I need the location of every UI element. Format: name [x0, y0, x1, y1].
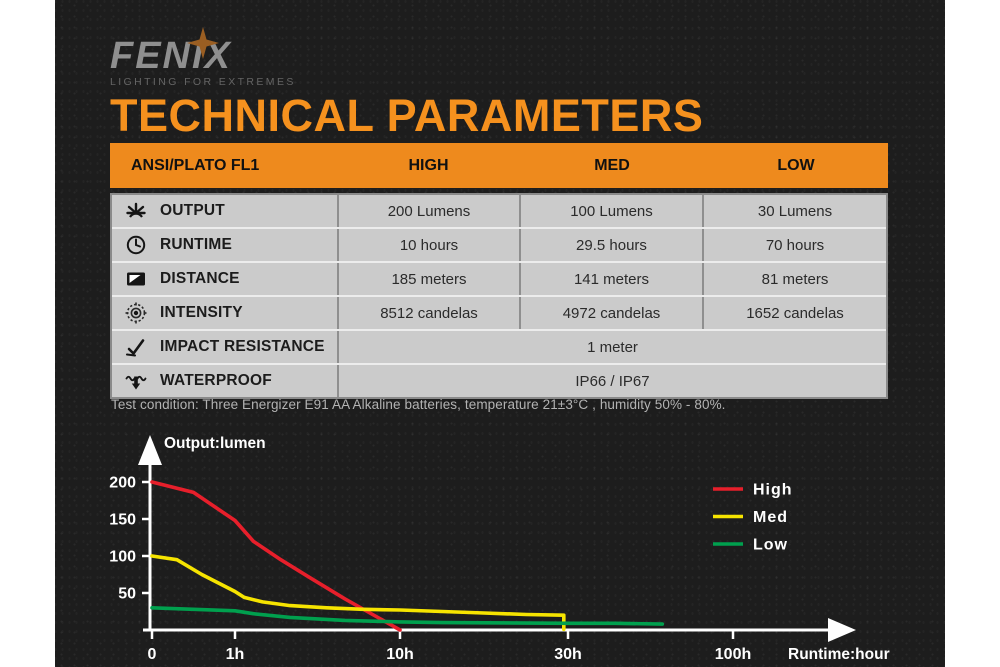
- impact-resistance-value: 1 meter: [337, 331, 886, 363]
- distance-med: 141 meters: [519, 263, 702, 295]
- output-low: 30 Lumens: [702, 195, 886, 227]
- x-axis-arrow-icon: [828, 618, 856, 642]
- parameters-table: ANSI/PLATO FL1 HIGH MED LOW OUTPUT: [110, 143, 888, 399]
- runtime-chart: 200 150 100 50 0 1h 10h 30h 100h Output:lumen Runt…: [109, 435, 890, 663]
- y-tick-label: 150: [109, 512, 136, 529]
- waterproof-value: IP66 / IP67: [337, 365, 886, 397]
- content-panel: FENIX LIGHTING FOR EXTREMES TECHNICAL PA…: [55, 0, 945, 667]
- table-row: DISTANCE 185 meters 141 meters 81 meters: [112, 261, 886, 295]
- brand-name: FENIX: [110, 35, 232, 77]
- runtime-low: 70 hours: [702, 229, 886, 261]
- waterproof-icon: [125, 375, 147, 390]
- x-tick-label: 30h: [554, 646, 582, 663]
- row-label: RUNTIME: [160, 236, 233, 253]
- x-tick-label: 1h: [226, 646, 245, 663]
- distance-low: 81 meters: [702, 263, 886, 295]
- row-label: IMPACT RESISTANCE: [160, 338, 325, 355]
- intensity-icon: [125, 302, 147, 324]
- logo-star-icon: [187, 27, 219, 59]
- series-high-line: [150, 480, 402, 632]
- runtime-high: 10 hours: [337, 229, 519, 261]
- header-low: LOW: [777, 156, 815, 174]
- intensity-low: 1652 candelas: [702, 297, 886, 329]
- table-body: OUTPUT 200 Lumens 100 Lumens 30 Lumens R…: [110, 193, 888, 399]
- legend-med-label: Med: [753, 509, 788, 526]
- header-high: HIGH: [408, 156, 449, 174]
- row-label: OUTPUT: [160, 202, 225, 219]
- table-row: INTENSITY 8512 candelas 4972 candelas 16…: [112, 295, 886, 329]
- x-tick-label: 100h: [715, 646, 751, 663]
- intensity-med: 4972 candelas: [519, 297, 702, 329]
- output-high: 200 Lumens: [337, 195, 519, 227]
- series-med-line: [150, 554, 566, 632]
- y-tick-label: 50: [118, 586, 136, 603]
- row-label: DISTANCE: [160, 270, 240, 287]
- output-med: 100 Lumens: [519, 195, 702, 227]
- legend-low-label: Low: [753, 537, 788, 554]
- table-row: OUTPUT 200 Lumens 100 Lumens 30 Lumens: [112, 195, 886, 227]
- series-low-line: [150, 606, 665, 626]
- runtime-icon: [126, 235, 146, 255]
- header-standard: ANSI/PLATO FL1: [131, 156, 260, 174]
- y-axis-title: Output:lumen: [164, 435, 266, 452]
- table-row: IMPACT RESISTANCE 1 meter: [112, 329, 886, 363]
- x-tick-label: 0: [148, 646, 157, 663]
- header-med: MED: [594, 156, 630, 174]
- legend-high-label: High: [753, 482, 793, 499]
- y-axis-arrow-icon: [138, 435, 162, 465]
- impact-icon: [126, 339, 145, 357]
- x-tick-label: 10h: [386, 646, 414, 663]
- fenix-logo: FENIX LIGHTING FOR EXTREMES: [110, 27, 330, 92]
- y-tick-label: 200: [109, 475, 136, 492]
- x-axis-title: Runtime:hour: [788, 646, 890, 663]
- row-label: WATERPROOF: [160, 372, 272, 389]
- intensity-high: 8512 candelas: [337, 297, 519, 329]
- output-icon: [126, 202, 146, 218]
- table-row: RUNTIME 10 hours 29.5 hours 70 hours: [112, 227, 886, 261]
- y-tick-label: 100: [109, 549, 136, 566]
- table-row: WATERPROOF IP66 / IP67: [112, 363, 886, 397]
- row-label: INTENSITY: [160, 304, 243, 321]
- distance-high: 185 meters: [337, 263, 519, 295]
- distance-icon: [127, 272, 145, 286]
- table-header-row: ANSI/PLATO FL1 HIGH MED LOW: [110, 143, 888, 188]
- runtime-med: 29.5 hours: [519, 229, 702, 261]
- brand-tagline: LIGHTING FOR EXTREMES: [110, 76, 296, 88]
- test-condition-note: Test condition: Three Energizer E91 AA A…: [111, 397, 726, 412]
- page-title: TECHNICAL PARAMETERS: [110, 90, 704, 141]
